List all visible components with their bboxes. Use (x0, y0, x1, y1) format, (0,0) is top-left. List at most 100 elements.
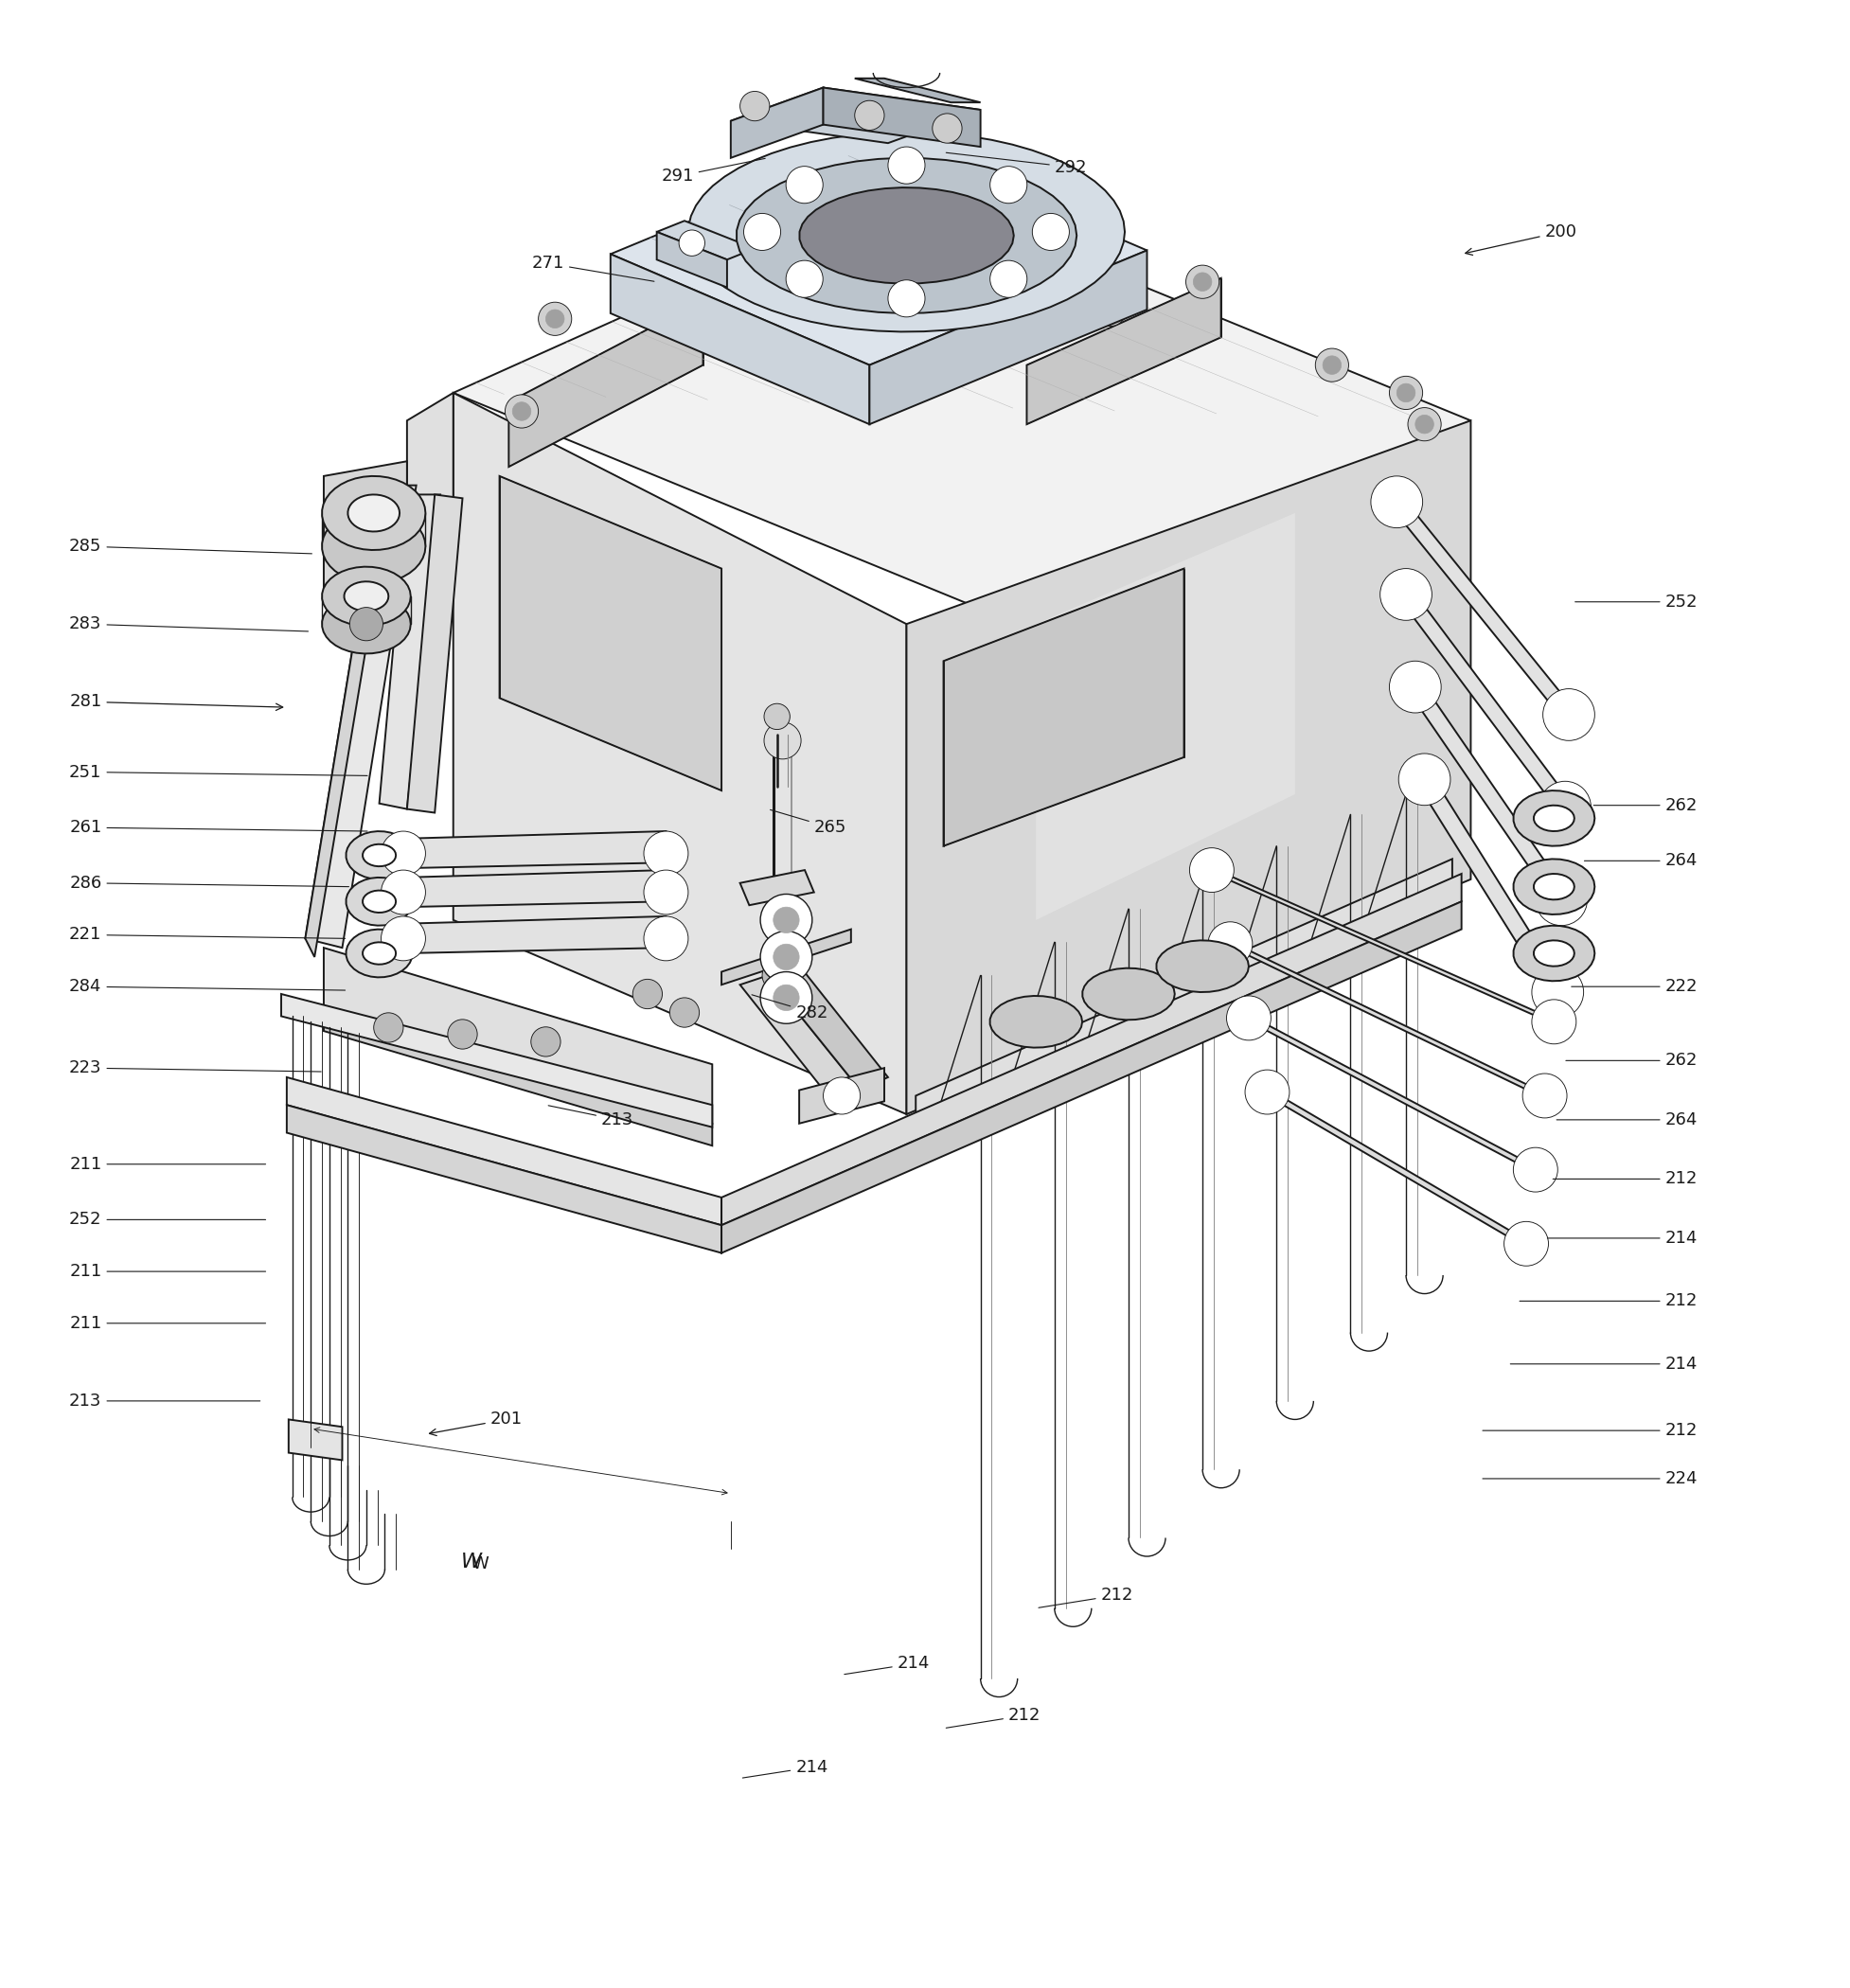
Polygon shape (363, 891, 396, 912)
Polygon shape (509, 300, 703, 467)
Circle shape (1532, 966, 1584, 1018)
Circle shape (760, 972, 812, 1024)
Polygon shape (768, 960, 888, 1089)
Text: 221: 221 (68, 926, 346, 944)
Polygon shape (722, 901, 1462, 1252)
Polygon shape (740, 976, 860, 1101)
Polygon shape (657, 221, 755, 260)
Circle shape (512, 402, 531, 421)
Polygon shape (500, 475, 722, 791)
Text: 213: 213 (68, 1392, 261, 1409)
Polygon shape (943, 569, 1184, 847)
Circle shape (350, 608, 383, 640)
Text: 284: 284 (68, 978, 346, 996)
Circle shape (629, 268, 648, 288)
Circle shape (1389, 376, 1423, 410)
Polygon shape (722, 928, 851, 984)
Polygon shape (1202, 869, 1563, 1024)
Circle shape (1523, 1074, 1567, 1117)
Polygon shape (990, 996, 1082, 1048)
Polygon shape (322, 509, 426, 582)
Polygon shape (1156, 940, 1249, 992)
Polygon shape (287, 1077, 722, 1225)
Polygon shape (322, 567, 411, 626)
Polygon shape (906, 421, 1471, 1113)
Polygon shape (348, 495, 400, 531)
Polygon shape (799, 187, 1014, 284)
Circle shape (1408, 408, 1441, 441)
Text: 214: 214 (1547, 1231, 1698, 1246)
Circle shape (760, 207, 794, 239)
Polygon shape (407, 495, 462, 813)
Polygon shape (736, 157, 1077, 314)
Text: W: W (461, 1553, 483, 1571)
Polygon shape (916, 859, 1452, 1119)
Circle shape (1397, 384, 1415, 402)
Circle shape (644, 916, 688, 960)
Polygon shape (287, 1105, 722, 1252)
Circle shape (786, 260, 823, 298)
Polygon shape (324, 948, 712, 1123)
Text: 211: 211 (68, 1155, 266, 1173)
Polygon shape (799, 1068, 884, 1123)
Circle shape (1539, 781, 1591, 833)
Circle shape (842, 189, 860, 209)
Text: 212: 212 (1482, 1421, 1698, 1439)
Circle shape (1323, 356, 1341, 374)
Circle shape (786, 167, 823, 203)
Text: 211: 211 (68, 1262, 266, 1280)
Circle shape (505, 396, 538, 427)
Circle shape (764, 704, 790, 730)
Circle shape (1193, 272, 1212, 290)
Text: 265: 265 (770, 809, 847, 837)
Circle shape (760, 930, 812, 982)
Text: 283: 283 (68, 616, 309, 632)
Polygon shape (1513, 791, 1595, 847)
Circle shape (740, 91, 770, 121)
Circle shape (448, 1020, 477, 1050)
Circle shape (1535, 875, 1587, 926)
Polygon shape (1534, 940, 1574, 966)
Circle shape (679, 231, 705, 256)
Text: 214: 214 (1510, 1356, 1698, 1372)
Text: 222: 222 (1571, 978, 1698, 996)
Circle shape (546, 310, 564, 328)
Polygon shape (346, 928, 413, 978)
Polygon shape (403, 916, 666, 954)
Circle shape (1186, 264, 1219, 298)
Circle shape (932, 113, 962, 143)
Circle shape (855, 101, 884, 129)
Text: 200: 200 (1465, 223, 1576, 254)
Polygon shape (823, 87, 980, 147)
Polygon shape (1404, 686, 1572, 901)
Polygon shape (379, 495, 440, 809)
Circle shape (773, 984, 799, 1010)
Text: 281: 281 (68, 694, 283, 710)
Text: 252: 252 (68, 1211, 266, 1229)
Text: 262: 262 (1593, 797, 1698, 813)
Text: 223: 223 (68, 1060, 322, 1077)
Polygon shape (403, 871, 666, 907)
Polygon shape (688, 131, 1125, 332)
Text: 213: 213 (548, 1105, 635, 1129)
Polygon shape (407, 394, 453, 573)
Text: 212: 212 (945, 1708, 1042, 1728)
Circle shape (1389, 662, 1441, 714)
Polygon shape (1395, 592, 1576, 809)
Polygon shape (363, 845, 396, 867)
Text: 264: 264 (1584, 853, 1698, 869)
Polygon shape (305, 485, 416, 948)
Polygon shape (740, 871, 814, 905)
Polygon shape (1082, 968, 1175, 1020)
Circle shape (374, 1012, 403, 1042)
Polygon shape (363, 942, 396, 964)
Circle shape (1380, 569, 1432, 620)
Text: 201: 201 (429, 1411, 522, 1435)
Polygon shape (870, 250, 1147, 423)
Polygon shape (346, 877, 413, 926)
Text: 212: 212 (1552, 1171, 1698, 1187)
Circle shape (1415, 415, 1434, 433)
Circle shape (1190, 847, 1234, 893)
Circle shape (834, 183, 868, 215)
Polygon shape (344, 582, 388, 610)
